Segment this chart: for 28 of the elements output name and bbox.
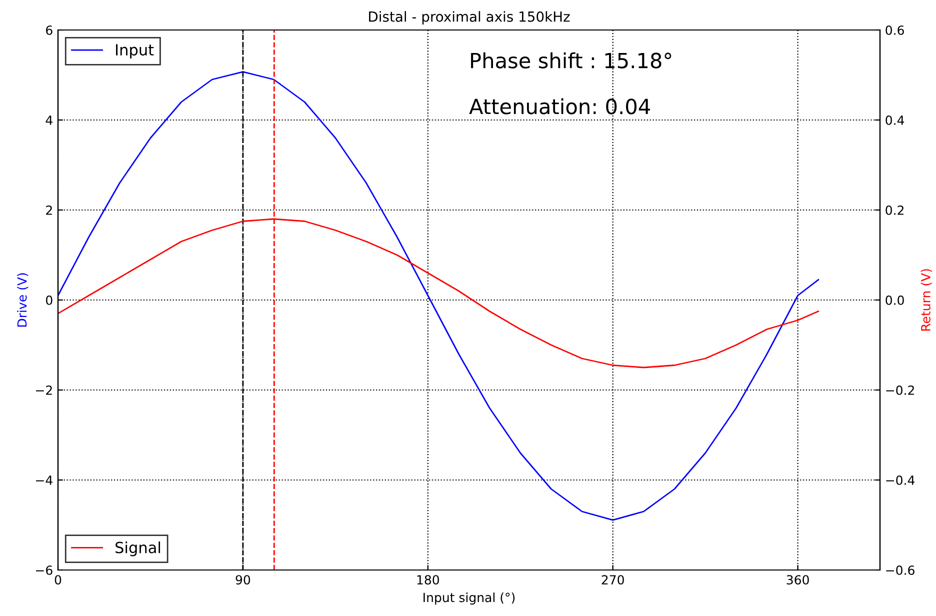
legend-label: Input	[116, 44, 154, 59]
y2-tick-label: −0.4	[886, 475, 915, 485]
y-tick-label: −6	[36, 565, 52, 575]
y-tick-label: 4	[46, 116, 52, 125]
x-tick-label: 180	[417, 575, 439, 585]
x-tick-label: 0	[54, 575, 62, 585]
y-tick-label: −4	[36, 476, 52, 485]
y2-axis-title: Return (V)	[920, 269, 932, 331]
y-tick-label: 2	[46, 205, 52, 215]
y-tick-label: −2	[36, 385, 52, 395]
x-axis-title: Input signal (°)	[424, 592, 515, 605]
y2-tick-label: 0.0	[886, 295, 904, 305]
x-tick-label: 90	[236, 575, 250, 585]
x-tick-label: 270	[602, 575, 624, 585]
line-series	[58, 71, 820, 521]
y2-tick-label: 0.4	[886, 115, 904, 125]
y2-tick-label: −0.2	[886, 385, 914, 395]
y-tick-label: 0	[46, 295, 52, 305]
annotation: Attenuation: 0.04	[469, 98, 650, 114]
chart-title: Distal - proximal axis 150kHz	[369, 11, 570, 25]
legend-label: Signal	[116, 541, 160, 556]
y-tick-label: 6	[46, 25, 52, 35]
annotation: Phase shift : 15.18°	[471, 52, 672, 68]
y-axis-title: Drive (V)	[17, 273, 28, 327]
y2-tick-label: 0.6	[886, 25, 904, 35]
y2-tick-label: 0.2	[886, 205, 904, 215]
x-tick-label: 360	[786, 575, 809, 585]
y2-tick-label: −0.6	[886, 565, 914, 575]
